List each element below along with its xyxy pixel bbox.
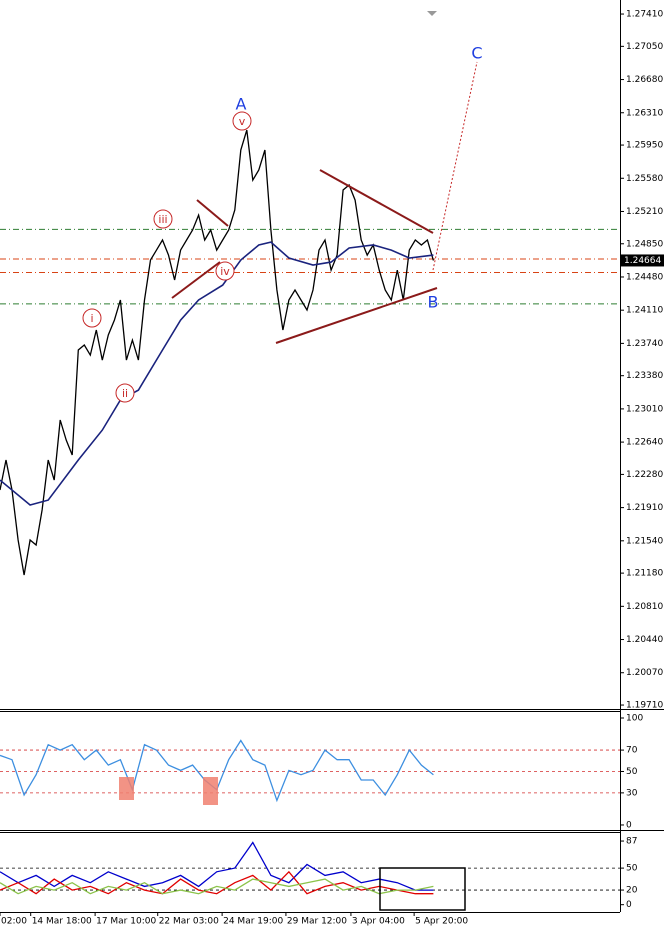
y-tick-label: 50 xyxy=(626,864,638,874)
y-tick-label: 1.22640 xyxy=(626,438,663,448)
y-tick-label: 1.27050 xyxy=(626,42,663,52)
series-line xyxy=(0,878,434,895)
y-tick-label: 1.25210 xyxy=(626,207,663,217)
wave-labels: A B C i ii iii iv v xyxy=(82,44,483,403)
highlight-box xyxy=(119,777,134,800)
trend-line xyxy=(171,261,221,299)
trend-lines xyxy=(171,169,438,344)
highlight-box xyxy=(203,777,218,805)
last-price-label: 1.24664 xyxy=(624,256,661,266)
y-tick-label: 20 xyxy=(626,886,638,896)
projection-line xyxy=(432,61,478,271)
y-tick-label: 1.24850 xyxy=(626,239,663,249)
x-tick-label: 5 Apr 20:00 xyxy=(415,917,468,927)
series-line xyxy=(0,129,435,576)
y-tick-label: 70 xyxy=(626,746,638,756)
y-tick-label: 1.24480 xyxy=(626,272,663,282)
y-tick-label: 1.20440 xyxy=(626,635,663,645)
wave-label: ii xyxy=(122,387,128,400)
y-tick-label: 1.22280 xyxy=(626,470,663,480)
x-tick-label: 3 Apr 04:00 xyxy=(352,917,405,927)
wave-circle xyxy=(232,111,252,131)
wave-label: i xyxy=(90,312,93,325)
wave-label: iii xyxy=(158,213,167,226)
y-tick-label: 1.23010 xyxy=(626,404,663,414)
series-line xyxy=(0,870,434,895)
y-tick-label: 1.24110 xyxy=(626,306,663,316)
y-tick-label: 1.23380 xyxy=(626,371,663,381)
x-tick-label: 22 Mar 03:00 xyxy=(159,917,219,927)
trend-line xyxy=(319,169,434,234)
wave-circle xyxy=(82,308,102,328)
shift-marker xyxy=(427,11,437,16)
wave-circle xyxy=(153,209,173,229)
wave-label: v xyxy=(239,115,246,128)
x-tick-label: 17 Mar 10:00 xyxy=(96,917,156,927)
wave-label: C xyxy=(471,44,482,63)
y-tick-label: 0 xyxy=(626,900,632,910)
y-tick-label: 1.26680 xyxy=(626,75,663,85)
wave-circle xyxy=(215,261,235,281)
focus-box xyxy=(379,867,466,911)
wave-label: A xyxy=(236,95,247,114)
y-tick-label: 100 xyxy=(626,713,643,723)
series-line xyxy=(0,841,434,891)
y-tick-label: 1.27410 xyxy=(626,10,663,20)
y-tick-label: 30 xyxy=(626,788,638,798)
wave-label: B xyxy=(428,293,439,312)
y-tick-label: 1.26310 xyxy=(626,108,663,118)
y-tick-label: 87 xyxy=(626,837,637,847)
x-tick-label: 24 Mar 19:00 xyxy=(223,917,283,927)
x-tick-label: 29 Mar 12:00 xyxy=(287,917,347,927)
y-tick-label: 1.19710 xyxy=(626,701,663,711)
x-tick-label: 02:00 xyxy=(1,917,27,927)
y-tick-label: 0 xyxy=(626,820,632,830)
trend-line xyxy=(275,287,438,344)
trend-line xyxy=(196,199,229,227)
y-tick-label: 1.25950 xyxy=(626,141,663,151)
wave-circle xyxy=(115,383,135,403)
wave-label: iv xyxy=(220,265,230,278)
y-tick-label: 1.20070 xyxy=(626,668,663,678)
y-tick-label: 1.21910 xyxy=(626,503,663,513)
y-tick-label: 1.23740 xyxy=(626,339,663,349)
panel-frames xyxy=(0,0,664,913)
y-tick-label: 1.21180 xyxy=(626,569,663,579)
y-tick-label: 1.20810 xyxy=(626,602,663,612)
y-tick-label: 50 xyxy=(626,767,638,777)
y-tick-label: 1.25580 xyxy=(626,174,663,184)
last-price-box xyxy=(621,254,664,267)
x-tick-label: 14 Mar 18:00 xyxy=(32,917,92,927)
y-tick-label: 1.21540 xyxy=(626,536,663,546)
